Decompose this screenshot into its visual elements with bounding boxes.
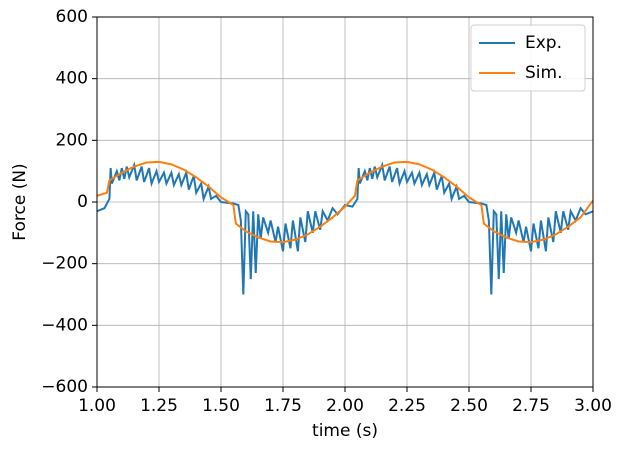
y-tick-label: 400 (56, 69, 88, 89)
y-tick-label: −600 (41, 377, 88, 397)
x-tick-label: 2.50 (450, 396, 488, 416)
x-tick-label: 1.50 (202, 396, 240, 416)
y-tick-label: −400 (41, 315, 88, 335)
x-tick-label: 2.75 (512, 396, 550, 416)
y-axis-label: Force (N) (10, 163, 30, 240)
y-tick-label: −200 (41, 254, 88, 274)
legend-label: Sim. (525, 63, 562, 83)
legend-label: Exp. (525, 33, 562, 53)
y-tick-label: 0 (77, 192, 88, 212)
x-tick-label: 2.25 (388, 396, 426, 416)
y-tick-label: 200 (56, 130, 88, 150)
series-line (96, 161, 594, 295)
plot-frame (96, 16, 594, 388)
x-axis-label: time (s) (312, 421, 378, 441)
x-tick-label: 1.25 (140, 396, 178, 416)
x-tick-label: 2.00 (326, 396, 364, 416)
y-tick-label: 600 (56, 7, 88, 27)
x-tick-label: 3.00 (574, 396, 612, 416)
x-tick-label: 1.75 (264, 396, 302, 416)
series-line (96, 160, 594, 244)
legend-box (470, 24, 586, 92)
x-tick-label: 1.00 (78, 396, 116, 416)
